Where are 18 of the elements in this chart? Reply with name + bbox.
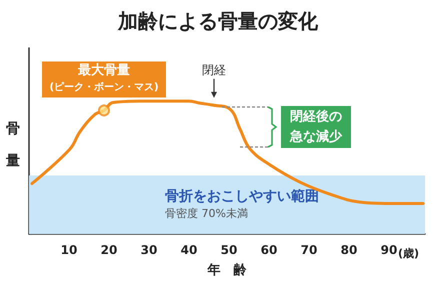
annotation: 骨密度 70%未満	[165, 207, 248, 220]
x-tick-label: 80	[340, 243, 358, 257]
x-tick-label: 10	[60, 243, 78, 257]
annotation: 閉経後の急な減少	[289, 108, 343, 144]
y-axis-title: 骨量	[5, 120, 20, 168]
annotation: 閉経	[202, 62, 226, 77]
x-tick-label: 50	[220, 243, 238, 257]
x-tick-label: 20	[100, 243, 118, 257]
x-tick-label: 30	[140, 243, 158, 257]
text: (歳)	[398, 247, 420, 260]
annotation: 最大骨量 (ピーク・ボーン・マス)	[49, 62, 159, 93]
x-tick-label: 40	[180, 243, 198, 257]
x-axis-title: 年 齢	[206, 263, 248, 278]
x-tick-label: 90	[380, 243, 398, 257]
chart-title: 加齢による骨量の変化	[117, 9, 319, 33]
band-label: 骨折をおこしやすい範囲	[165, 188, 319, 205]
x-tick-label: 70	[300, 243, 318, 257]
x-tick-label: 60	[260, 243, 278, 257]
